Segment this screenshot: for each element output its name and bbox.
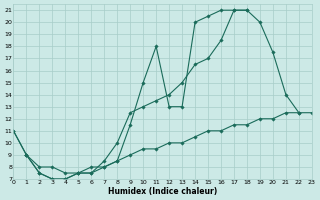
X-axis label: Humidex (Indice chaleur): Humidex (Indice chaleur) <box>108 187 217 196</box>
